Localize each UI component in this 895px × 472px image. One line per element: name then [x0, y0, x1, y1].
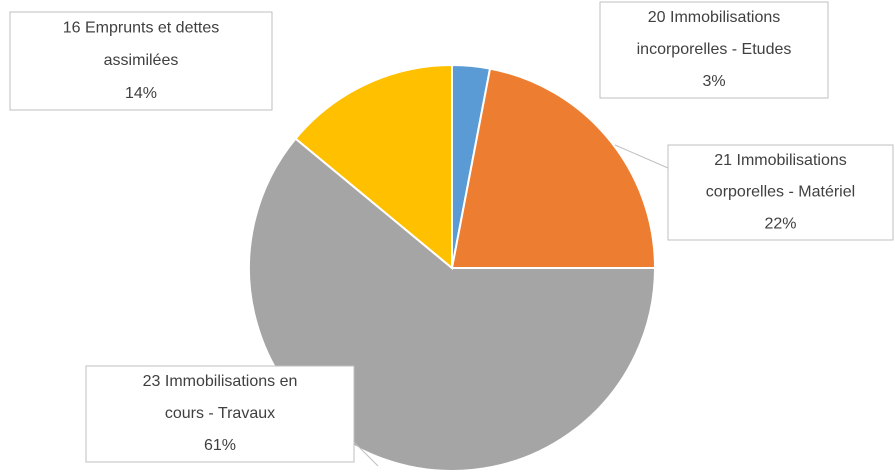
- slice-percent: 14%: [125, 85, 157, 102]
- label-box: [9, 11, 273, 111]
- label-box: [85, 365, 355, 463]
- label-line: 16 Emprunts et dettes: [63, 20, 220, 37]
- label-line: corporelles - Matériel: [706, 184, 855, 201]
- slice-label: 23 Immobilisations en cours - Travaux: [143, 373, 298, 422]
- slice-percent: 3%: [702, 73, 725, 90]
- pie-slice: [450, 67, 657, 269]
- leader-line: [353, 441, 379, 467]
- label-line: 21 Immobilisations: [714, 152, 847, 169]
- label-box: [599, 1, 829, 99]
- slice-percent: 22%: [764, 215, 796, 232]
- label-box: [667, 144, 894, 241]
- label-line: 23 Immobilisations en: [143, 373, 298, 390]
- slice-label: 21 Immobilisations corporelles - Matériel: [706, 152, 855, 201]
- label-line: assimilées: [104, 52, 179, 69]
- label-line: cours - Travaux: [165, 405, 275, 422]
- slice-label: 16 Emprunts et dettes assimilées: [63, 20, 220, 70]
- label-line: incorporelles - Etudes: [637, 41, 792, 58]
- label-line: 20 Immobilisations: [648, 9, 781, 26]
- slice-label: 20 Immobilisations incorporelles - Etudes: [637, 9, 792, 58]
- slice-percent: 61%: [204, 437, 236, 454]
- leader-line: [614, 144, 669, 169]
- pie-slice: [294, 63, 453, 271]
